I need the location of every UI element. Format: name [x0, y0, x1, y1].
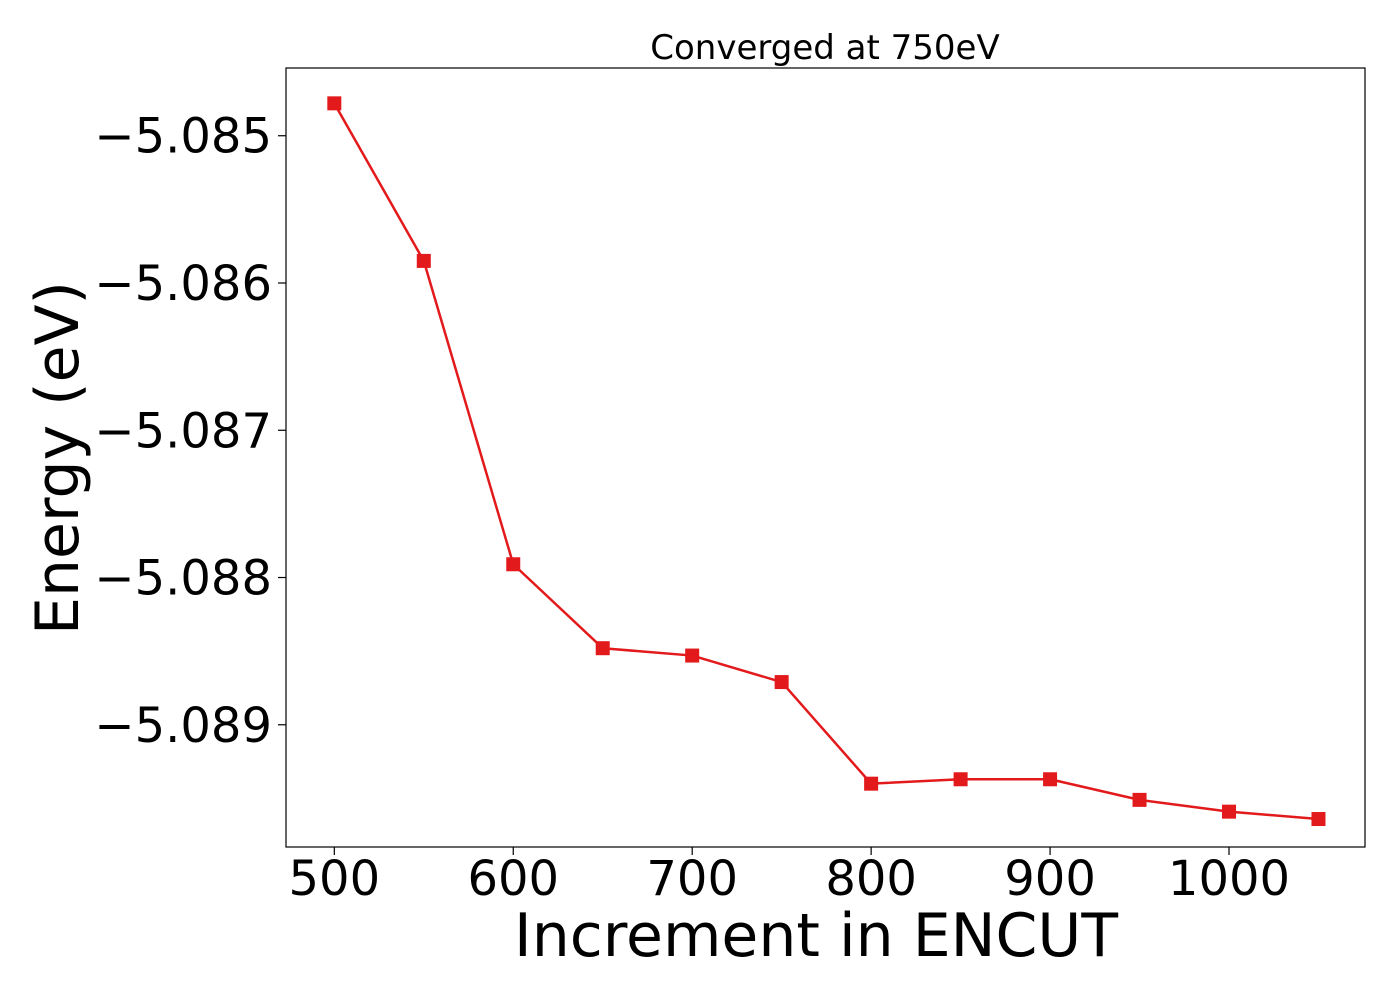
y-tick-label: −5.087	[94, 403, 272, 459]
x-axis: 500 600 700 800 900 1000	[289, 847, 1290, 907]
x-tick-label: 800	[825, 851, 917, 907]
x-tick-label: 700	[646, 851, 738, 907]
data-point-marker	[1132, 792, 1147, 807]
series-layer	[327, 96, 1326, 827]
y-tick-label: −5.089	[94, 698, 272, 754]
y-axis-title: Energy (eV)	[23, 281, 93, 635]
x-tick-label: 500	[289, 851, 381, 907]
series-line	[333, 102, 1319, 821]
y-axis: −5.085 −5.086 −5.087 −5.088 −5.089	[94, 109, 286, 754]
data-point-marker	[685, 648, 700, 663]
y-tick-label: −5.086	[94, 256, 272, 312]
chart-title: Converged at 750eV	[650, 28, 999, 68]
data-point-marker	[506, 557, 521, 572]
x-tick-label: 900	[1004, 851, 1096, 907]
y-tick-label: −5.085	[94, 109, 272, 165]
data-point-marker	[774, 675, 789, 690]
x-axis-title: Increment in ENCUT	[514, 901, 1118, 971]
plot-frame	[285, 67, 1366, 848]
data-point-marker	[953, 772, 968, 787]
data-point-marker	[416, 253, 431, 268]
data-point-marker	[864, 776, 879, 791]
x-tick-label: 600	[467, 851, 559, 907]
data-point-marker	[327, 96, 342, 111]
data-point-marker	[1043, 772, 1058, 787]
data-point-marker	[1222, 804, 1237, 819]
data-point-marker	[595, 641, 610, 656]
data-point-marker	[1311, 812, 1326, 827]
y-tick-label: −5.088	[94, 551, 272, 607]
x-tick-label: 1000	[1168, 851, 1290, 907]
